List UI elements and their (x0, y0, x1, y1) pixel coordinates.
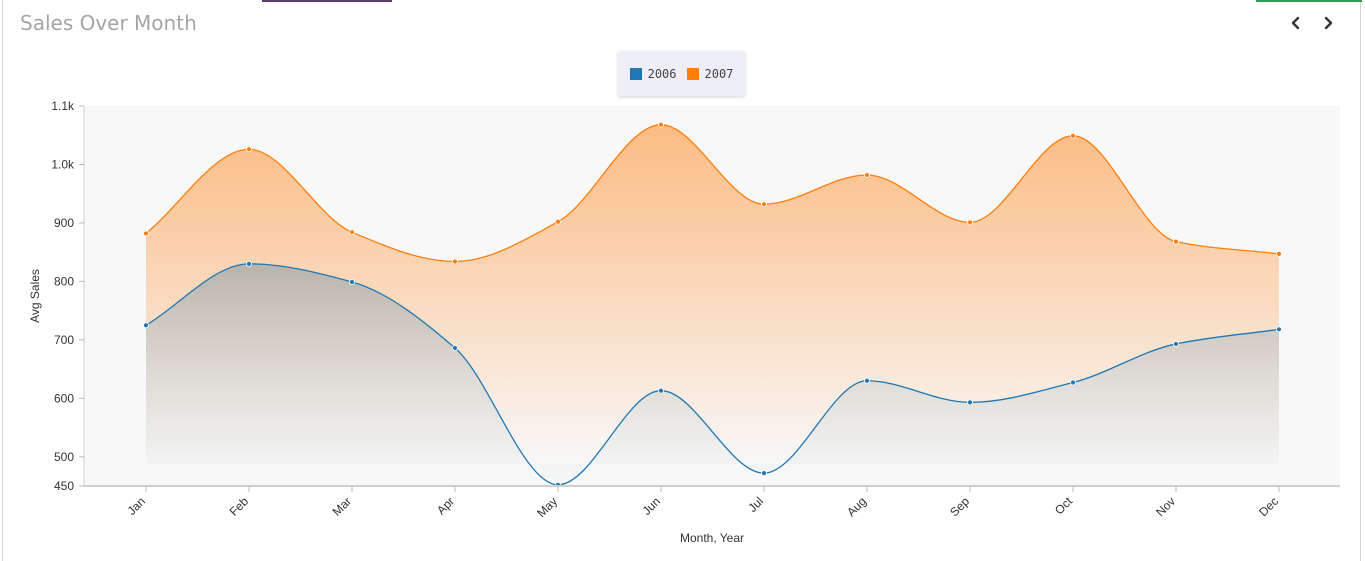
legend-item-2006[interactable]: 2006 (629, 66, 677, 81)
x-axis: Jan Feb Mar Apr May Jun Jul Aug Sep Oct Nov Dec (84, 485, 1340, 520)
chart-title: Sales Over Month (20, 11, 197, 35)
y-tick-label: 900 (54, 216, 74, 230)
point-2006-jul[interactable] (761, 470, 767, 477)
point-2006-apr[interactable] (452, 345, 458, 351)
y-tick-label: 1.1k (51, 99, 75, 113)
legend-swatch-2006 (629, 67, 642, 80)
previous-button[interactable] (1285, 12, 1307, 34)
point-2007-dec[interactable] (1276, 251, 1282, 257)
point-2006-oct[interactable] (1070, 379, 1076, 386)
x-tick-label: Apr (434, 494, 457, 517)
point-2006-sep[interactable] (967, 399, 973, 406)
point-2006-mar[interactable] (349, 279, 355, 285)
point-2006-feb[interactable] (246, 260, 252, 267)
y-tick-label: 700 (54, 333, 74, 347)
y-axis-label: Avg Sales (28, 269, 42, 323)
point-2007-jul[interactable] (761, 201, 767, 208)
x-tick-label: Nov (1153, 494, 1178, 519)
y-tick-label: 450 (54, 479, 74, 493)
top-tab-indicator-left (262, 0, 392, 2)
chart-legend: 2006 2007 (618, 51, 745, 96)
point-2007-jan[interactable] (143, 230, 149, 237)
x-tick-label: Oct (1052, 494, 1076, 518)
x-tick-label: Mar (330, 494, 355, 519)
y-tick-label: 800 (54, 274, 74, 288)
y-axis: 450 500 600 700 800 900 1.0k 1.1k (51, 99, 85, 493)
legend-label-2007: 2007 (704, 66, 734, 81)
point-2007-oct[interactable] (1070, 132, 1076, 139)
y-tick-label: 1.0k (51, 157, 75, 171)
point-2007-mar[interactable] (349, 229, 355, 236)
line-2007 (145, 124, 1280, 263)
point-2007-aug[interactable] (864, 172, 870, 178)
chevron-right-icon (1324, 16, 1333, 30)
x-tick-label: Jun (640, 494, 664, 518)
y-tick-label: 500 (54, 450, 74, 464)
point-2007-nov[interactable] (1173, 238, 1179, 245)
point-2007-feb[interactable] (246, 146, 252, 153)
point-2006-jan[interactable] (143, 322, 149, 329)
x-tick-label: Jan (125, 494, 149, 518)
point-2006-jun[interactable] (658, 387, 664, 394)
point-2007-jun[interactable] (658, 121, 664, 128)
point-2006-nov[interactable] (1173, 341, 1179, 347)
chevron-left-icon (1291, 16, 1300, 30)
x-tick-label: Sep (947, 494, 972, 519)
point-2006-dec[interactable] (1276, 326, 1282, 333)
x-tick-label: Jul (745, 494, 766, 515)
area-2006 (146, 263, 1279, 485)
legend-label-2006: 2006 (647, 66, 677, 81)
top-tab-indicator-right (1256, 0, 1362, 2)
legend-swatch-2007 (686, 67, 699, 80)
x-tick-label: May (534, 494, 560, 520)
point-2007-may[interactable] (555, 218, 561, 225)
point-2006-aug[interactable] (864, 377, 870, 384)
point-2007-apr[interactable] (452, 258, 458, 265)
x-tick-label: Feb (227, 494, 252, 519)
next-button[interactable] (1317, 12, 1339, 34)
x-axis-label: Month, Year (680, 531, 744, 545)
x-tick-label: Aug (844, 494, 869, 519)
legend-item-2007[interactable]: 2007 (686, 66, 734, 81)
y-tick-label: 600 (54, 391, 74, 405)
x-tick-label: Dec (1256, 494, 1281, 519)
point-2007-sep[interactable] (967, 219, 973, 226)
